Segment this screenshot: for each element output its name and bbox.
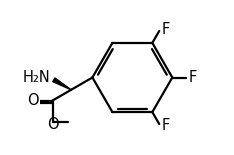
Text: F: F — [162, 118, 170, 133]
Text: F: F — [189, 70, 197, 85]
Polygon shape — [53, 78, 71, 90]
Text: F: F — [162, 22, 170, 37]
Text: O: O — [27, 93, 39, 108]
Text: H₂N: H₂N — [22, 70, 50, 85]
Text: O: O — [47, 117, 58, 132]
